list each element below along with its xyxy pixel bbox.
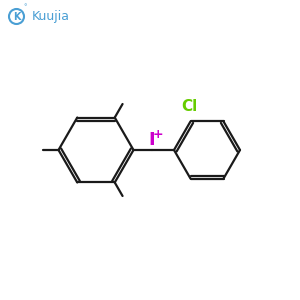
Text: K: K <box>13 11 20 22</box>
Text: I: I <box>148 131 155 149</box>
Text: Cl: Cl <box>181 99 197 114</box>
Text: +: + <box>153 128 164 141</box>
Text: Kuujia: Kuujia <box>32 10 70 23</box>
Text: °: ° <box>24 4 27 10</box>
